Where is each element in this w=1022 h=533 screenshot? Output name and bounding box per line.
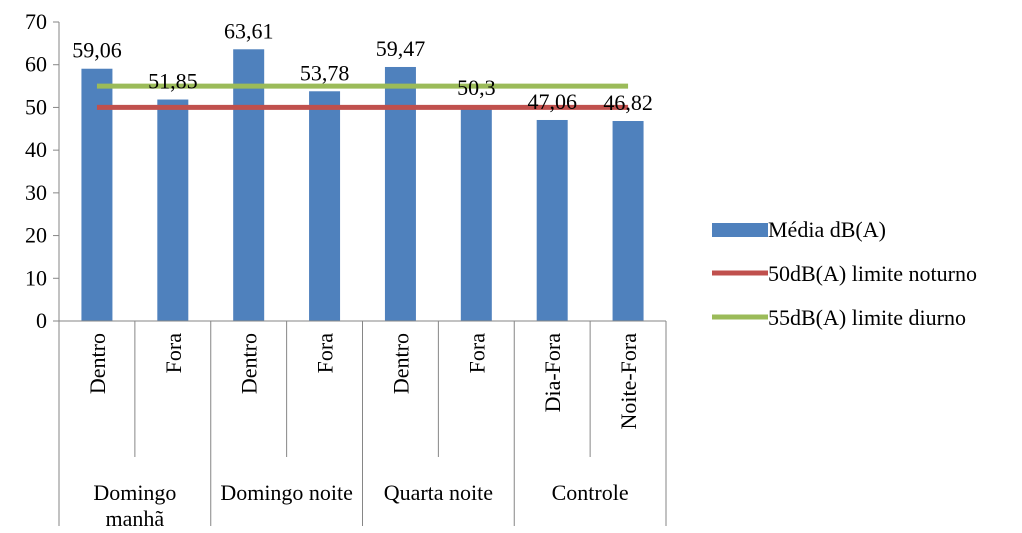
bar-7	[612, 121, 644, 321]
y-tick-label-4: 40	[25, 137, 47, 162]
bar-2	[233, 49, 265, 321]
legend-label-0: Média dB(A)	[768, 217, 886, 242]
data-label-4: 59,47	[376, 36, 426, 61]
y-tick-label-3: 30	[25, 180, 47, 205]
category-label-1: Fora	[161, 333, 186, 374]
legend-swatch-0	[712, 223, 768, 237]
group-label-2: Quarta noite	[384, 480, 493, 505]
y-tick-label-1: 10	[25, 265, 47, 290]
group-label-line: Domingo	[93, 480, 176, 505]
data-label-3: 53,78	[300, 60, 350, 85]
category-label-2: Dentro	[237, 333, 262, 394]
category-label-4: Dentro	[388, 333, 413, 394]
data-label-2: 63,61	[224, 18, 274, 43]
category-label-5: Fora	[464, 333, 489, 374]
legend-label-1: 50dB(A) limite noturno	[768, 261, 977, 286]
bar-1	[157, 99, 189, 321]
group-label-line: manhã	[106, 506, 165, 528]
category-label-3: Fora	[313, 333, 338, 374]
y-tick-label-2: 20	[25, 223, 47, 248]
group-label-3: Controle	[552, 480, 629, 505]
category-label-6: Dia-Fora	[540, 333, 565, 413]
group-label-0: Domingo manhã	[93, 480, 176, 528]
legend-label-2: 55dB(A) limite diurno	[768, 305, 966, 330]
bar-0	[81, 68, 113, 321]
y-tick-label-7: 70	[25, 9, 47, 34]
y-tick-label-6: 60	[25, 52, 47, 77]
bar-6	[536, 119, 568, 321]
group-label-1: Domingo noite	[220, 480, 353, 505]
category-label-0: Dentro	[85, 333, 110, 394]
bar-5	[460, 106, 492, 321]
data-label-6: 47,06	[527, 89, 577, 114]
y-tick-label-0: 0	[36, 308, 47, 333]
data-label-0: 59,06	[72, 38, 122, 63]
data-label-1: 51,85	[148, 69, 198, 94]
data-label-7: 46,82	[603, 90, 653, 115]
data-label-5: 50,3	[457, 75, 496, 100]
category-label-7: Noite-Fora	[616, 333, 641, 430]
bar-3	[309, 91, 341, 322]
y-tick-label-5: 50	[25, 94, 47, 119]
